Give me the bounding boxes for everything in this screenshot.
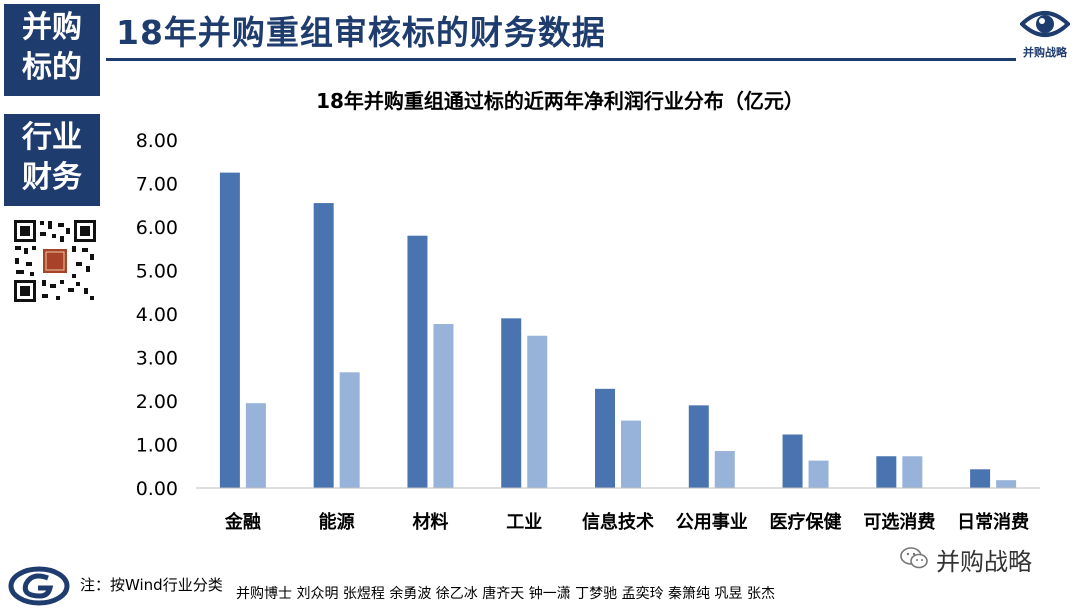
x-category-label: 医疗保健 — [770, 511, 842, 533]
y-tick-label: 1.00 — [136, 435, 178, 457]
sidebar-tab-industry-finance[interactable]: 行业 财务 — [4, 114, 100, 206]
bar-17-可选消费 — [876, 456, 897, 488]
header-bar: 18年并购重组审核标的财务数据 — [106, 4, 1006, 58]
x-category-label: 材料 — [412, 511, 448, 533]
y-tick-label: 6.00 — [136, 217, 178, 239]
x-category-label: 日常消费 — [957, 511, 1029, 533]
y-tick-label: 2.00 — [136, 391, 178, 413]
bar-16-材料 — [433, 324, 454, 488]
wechat-label: 并购战略 — [936, 548, 1032, 576]
qr-code-icon — [12, 218, 98, 304]
chart-title: 18年并购重组通过标的近两年净利润行业分布（亿元） — [316, 89, 804, 113]
bar-series-group — [219, 172, 1017, 488]
x-category-label: 金融 — [224, 511, 261, 533]
sidebar-tab-line: 标的 — [22, 50, 82, 85]
bar-17-材料 — [407, 235, 428, 488]
bar-16-公用事业 — [714, 451, 735, 488]
bar-17-日常消费 — [970, 469, 991, 488]
sidebar-tab-merger-target[interactable]: 并购 标的 — [4, 4, 100, 96]
company-logo-icon — [8, 566, 70, 606]
y-axis: 0.00 1.00 2.00 3.00 4.00 5.00 6.00 7.00 8.00 — [136, 130, 178, 500]
y-tick-label: 8.00 — [136, 130, 178, 152]
sidebar-tab-line: 并购 — [22, 10, 82, 45]
bar-16-金融 — [245, 403, 266, 488]
bar-16-可选消费 — [902, 456, 923, 488]
bar-17-公用事业 — [688, 405, 709, 488]
bar-16-工业 — [527, 335, 548, 488]
y-tick-label: 3.00 — [136, 348, 178, 370]
x-category-label: 能源 — [319, 511, 355, 533]
bar-16-医疗保健 — [808, 460, 829, 488]
bar-16-能源 — [339, 372, 360, 488]
sidebar-tab-line: 行业 — [22, 120, 82, 155]
brand-logo: 并购战略 — [1014, 6, 1076, 62]
bar-17-工业 — [501, 318, 522, 488]
wechat-icon — [900, 547, 928, 569]
wechat-account: 并购战略 — [900, 540, 1070, 576]
x-category-label: 公用事业 — [676, 511, 748, 533]
bar-chart: 18年并购重组通过标的近两年净利润行业分布（亿元） 0.00 1.00 2.00 3.… — [136, 89, 1040, 533]
sidebar-tab-line: 财务 — [22, 160, 82, 195]
y-tick-label: 0.00 — [136, 478, 178, 500]
brand-label: 并购战略 — [1023, 46, 1067, 59]
x-category-label: 信息技术 — [582, 511, 654, 533]
bar-17-信息技术 — [595, 388, 615, 488]
bar-16-信息技术 — [621, 420, 641, 488]
x-category-label: 工业 — [506, 512, 542, 533]
x-category-label: 可选消费 — [863, 511, 935, 533]
eye-icon — [1020, 11, 1070, 37]
header-divider — [106, 58, 1016, 61]
y-tick-label: 7.00 — [136, 174, 178, 196]
footnote: 注：按Wind行业分类 — [80, 576, 223, 594]
bar-16-日常消费 — [996, 480, 1017, 488]
bar-17-医疗保健 — [782, 434, 803, 488]
bar-17-能源 — [313, 203, 334, 488]
bar-17-金融 — [219, 172, 240, 488]
y-tick-label: 4.00 — [136, 304, 178, 326]
y-tick-label: 5.00 — [136, 261, 178, 283]
x-axis-labels: 金融 能源 材料 工业 信息技术 公用事业 医疗保健 可选消费 日常消费 — [224, 511, 1029, 533]
page-title: 18年并购重组审核标的财务数据 — [116, 13, 606, 52]
author-credits: 并购博士 刘众明 张煜程 余勇波 徐乙冰 唐齐天 钟一潇 丁梦驰 孟奕玲 秦箫纯… — [236, 586, 775, 602]
